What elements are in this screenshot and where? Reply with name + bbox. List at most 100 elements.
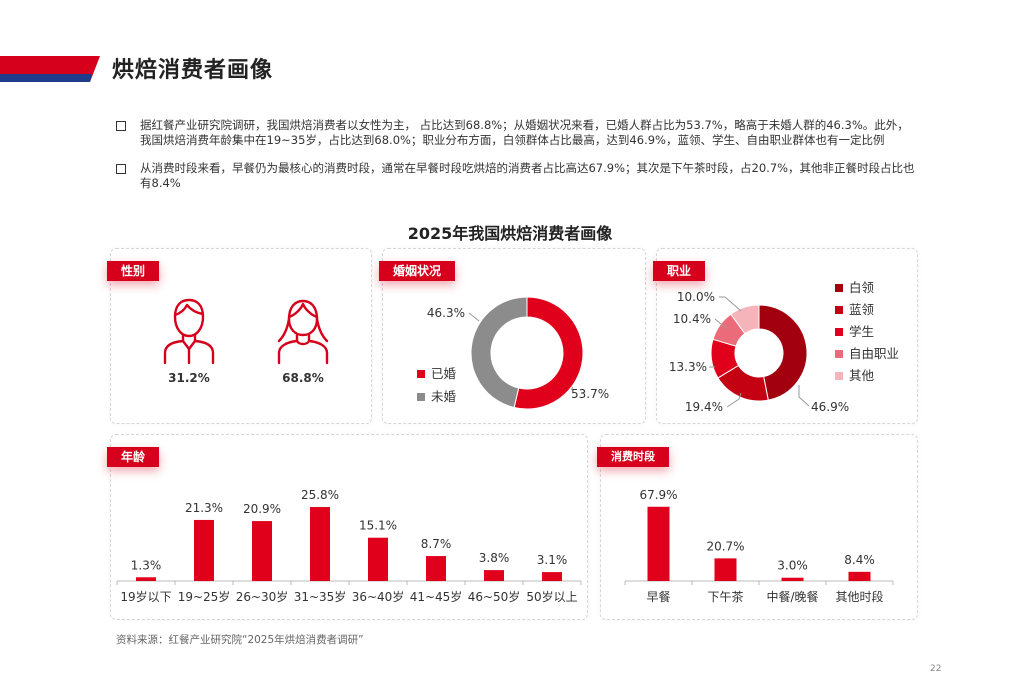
legend-swatch [835,283,843,292]
age-panel: 年龄 1.3% 19岁以下 21.3% 19~25岁 20.9% 26~30岁 25.8% 3… [107,434,588,620]
time-category-label: 下午茶 [707,589,743,604]
age-category-label: 31~35岁 [294,589,347,604]
page-number: 22 [930,664,942,674]
occupation-data-label: 46.9% [811,400,849,414]
occupation-data-label: 13.3% [669,360,707,374]
time-bar [714,558,737,581]
age-bar [484,570,504,581]
age-category-label: 41~45岁 [410,589,463,604]
occupation-donut-chart: 46.9% 19.4% 13.3% 10.4% 10.0% [669,290,849,414]
time-data-label: 8.4% [844,553,875,567]
legend-swatch [417,392,425,401]
male-icon [163,298,215,365]
marital-donut-chart: 53.7% 46.3% [427,296,609,410]
bullet-text: 据红餐产业研究院调研，我国烘焙消费者以女性为主， 占比达到68.8%；从婚姻状况… [140,118,909,147]
marital-panel: 婚姻状况 53.7% 46.3% 已婚 未婚 [379,248,646,424]
age-tag: 年龄 [107,447,160,467]
age-bar [542,572,562,581]
legend-swatch [835,371,843,380]
page-title: 烘焙消费者画像 [112,58,274,83]
legend-label: 学生 [849,324,875,339]
age-data-label: 15.1% [359,519,397,533]
age-bar [136,577,156,581]
legend-label: 白领 [849,280,875,295]
source-note: 资料来源：红餐产业研究院“2025年烘焙消费者调研” [116,634,364,646]
age-category-label: 19岁以下 [120,589,171,604]
age-data-label: 20.9% [243,502,281,516]
occupation-panel: 职业 46.9% 19.4% 13.3% 10.4% 10.0% 白领蓝领学生自由职业其… [653,248,918,424]
gender-tag: 性别 [107,261,160,281]
time-data-label: 67.9% [639,488,677,502]
time-data-label: 20.7% [706,539,744,553]
consumption-time-panel: 消费时段 67.9% 早餐 20.7% 下午茶 3.0% 中餐/晚餐 8.4% 其他时段 [597,434,918,620]
consumption-time-tag: 消费时段 [597,447,669,467]
marital-slice [513,296,584,410]
figure-title: 2025年我国烘焙消费者画像 [407,224,613,243]
leader-line [798,385,810,407]
legend-label: 其他 [849,368,875,383]
summary-bullets: 据红餐产业研究院调研，我国烘焙消费者以女性为主， 占比达到68.8%；从婚姻状况… [116,118,916,204]
bullet-text: 从消费时段来看，早餐仍为最核心的消费时段，通常在早餐时段吃烘焙的消费者占比高达6… [140,161,915,190]
leader-line [714,318,728,330]
age-category-label: 46~50岁 [468,589,521,604]
leader-line [726,392,742,408]
legend-swatch [835,349,843,358]
age-bar-chart: 1.3% 19岁以下 21.3% 19~25岁 20.9% 26~30岁 25.8% 31~3… [116,488,582,604]
legend-item: 自由职业 [835,343,899,362]
age-category-label: 36~40岁 [352,589,405,604]
age-bar [252,521,272,581]
legend-item: 蓝领 [835,299,874,318]
header-accent-bar [0,56,100,82]
age-bar [426,556,446,581]
occupation-slice [730,304,760,335]
legend-swatch [835,305,843,314]
time-data-label: 3.0% [777,559,808,573]
age-data-label: 3.1% [537,553,568,567]
occupation-tag: 职业 [653,261,706,281]
marital-data-label: 46.3% [427,306,465,320]
consumption-time-bar-chart: 67.9% 早餐 20.7% 下午茶 3.0% 中餐/晚餐 8.4% 其他时段 [624,488,894,604]
time-bar [647,506,670,581]
time-category-label: 中餐/晚餐 [766,589,818,604]
occupation-slice [758,304,808,401]
marital-data-label: 53.7% [571,387,609,401]
time-category-label: 其他时段 [835,589,883,604]
age-data-label: 1.3% [131,558,162,572]
age-category-label: 26~30岁 [236,589,289,604]
legend-swatch [835,327,843,336]
leader-line [719,296,742,312]
legend-item: 其他 [835,365,874,384]
age-bar [194,519,214,581]
legend-label: 自由职业 [849,346,900,361]
leader-line [570,386,574,391]
time-category-label: 早餐 [646,589,670,604]
time-bar [848,571,871,581]
legend-label: 未婚 [431,389,457,404]
occupation-data-label: 10.0% [677,290,715,304]
age-bar [368,537,388,581]
age-data-label: 8.7% [421,537,452,551]
female-icon [277,299,329,365]
legend-item-unmarried: 未婚 [417,386,456,405]
age-data-label: 3.8% [479,551,510,565]
leader-line [468,312,480,322]
bullet-item: 据红餐产业研究院调研，我国烘焙消费者以女性为主， 占比达到68.8%；从婚姻状况… [116,118,916,148]
age-bar [310,507,330,581]
age-category-label: 50岁以上 [526,589,577,604]
gender-male-value: 31.2% [168,371,210,385]
legend-item: 学生 [835,321,874,340]
gender-female-value: 68.8% [282,371,324,385]
age-data-label: 25.8% [301,488,339,502]
occupation-data-label: 19.4% [685,400,723,414]
time-bar [781,577,804,581]
legend-item-married: 已婚 [417,363,456,382]
gender-panel: 性别 31.2% 68.8% [107,248,372,424]
bullet-square-icon [116,164,126,174]
bullet-item: 从消费时段来看，早餐仍为最核心的消费时段，通常在早餐时段吃烘焙的消费者占比高达6… [116,161,916,191]
legend-item: 白领 [835,277,874,296]
bullet-square-icon [116,121,126,131]
legend-swatch [417,369,425,378]
occupation-data-label: 10.4% [673,312,711,326]
age-data-label: 21.3% [185,501,223,515]
legend-label: 蓝领 [849,302,875,317]
